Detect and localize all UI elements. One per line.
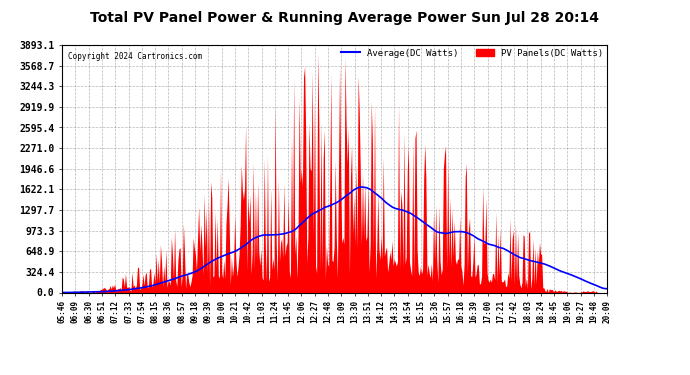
Text: Copyright 2024 Cartronics.com: Copyright 2024 Cartronics.com xyxy=(68,53,201,62)
Legend: Average(DC Watts), PV Panels(DC Watts): Average(DC Watts), PV Panels(DC Watts) xyxy=(338,45,607,61)
Text: Total PV Panel Power & Running Average Power Sun Jul 28 20:14: Total PV Panel Power & Running Average P… xyxy=(90,11,600,25)
